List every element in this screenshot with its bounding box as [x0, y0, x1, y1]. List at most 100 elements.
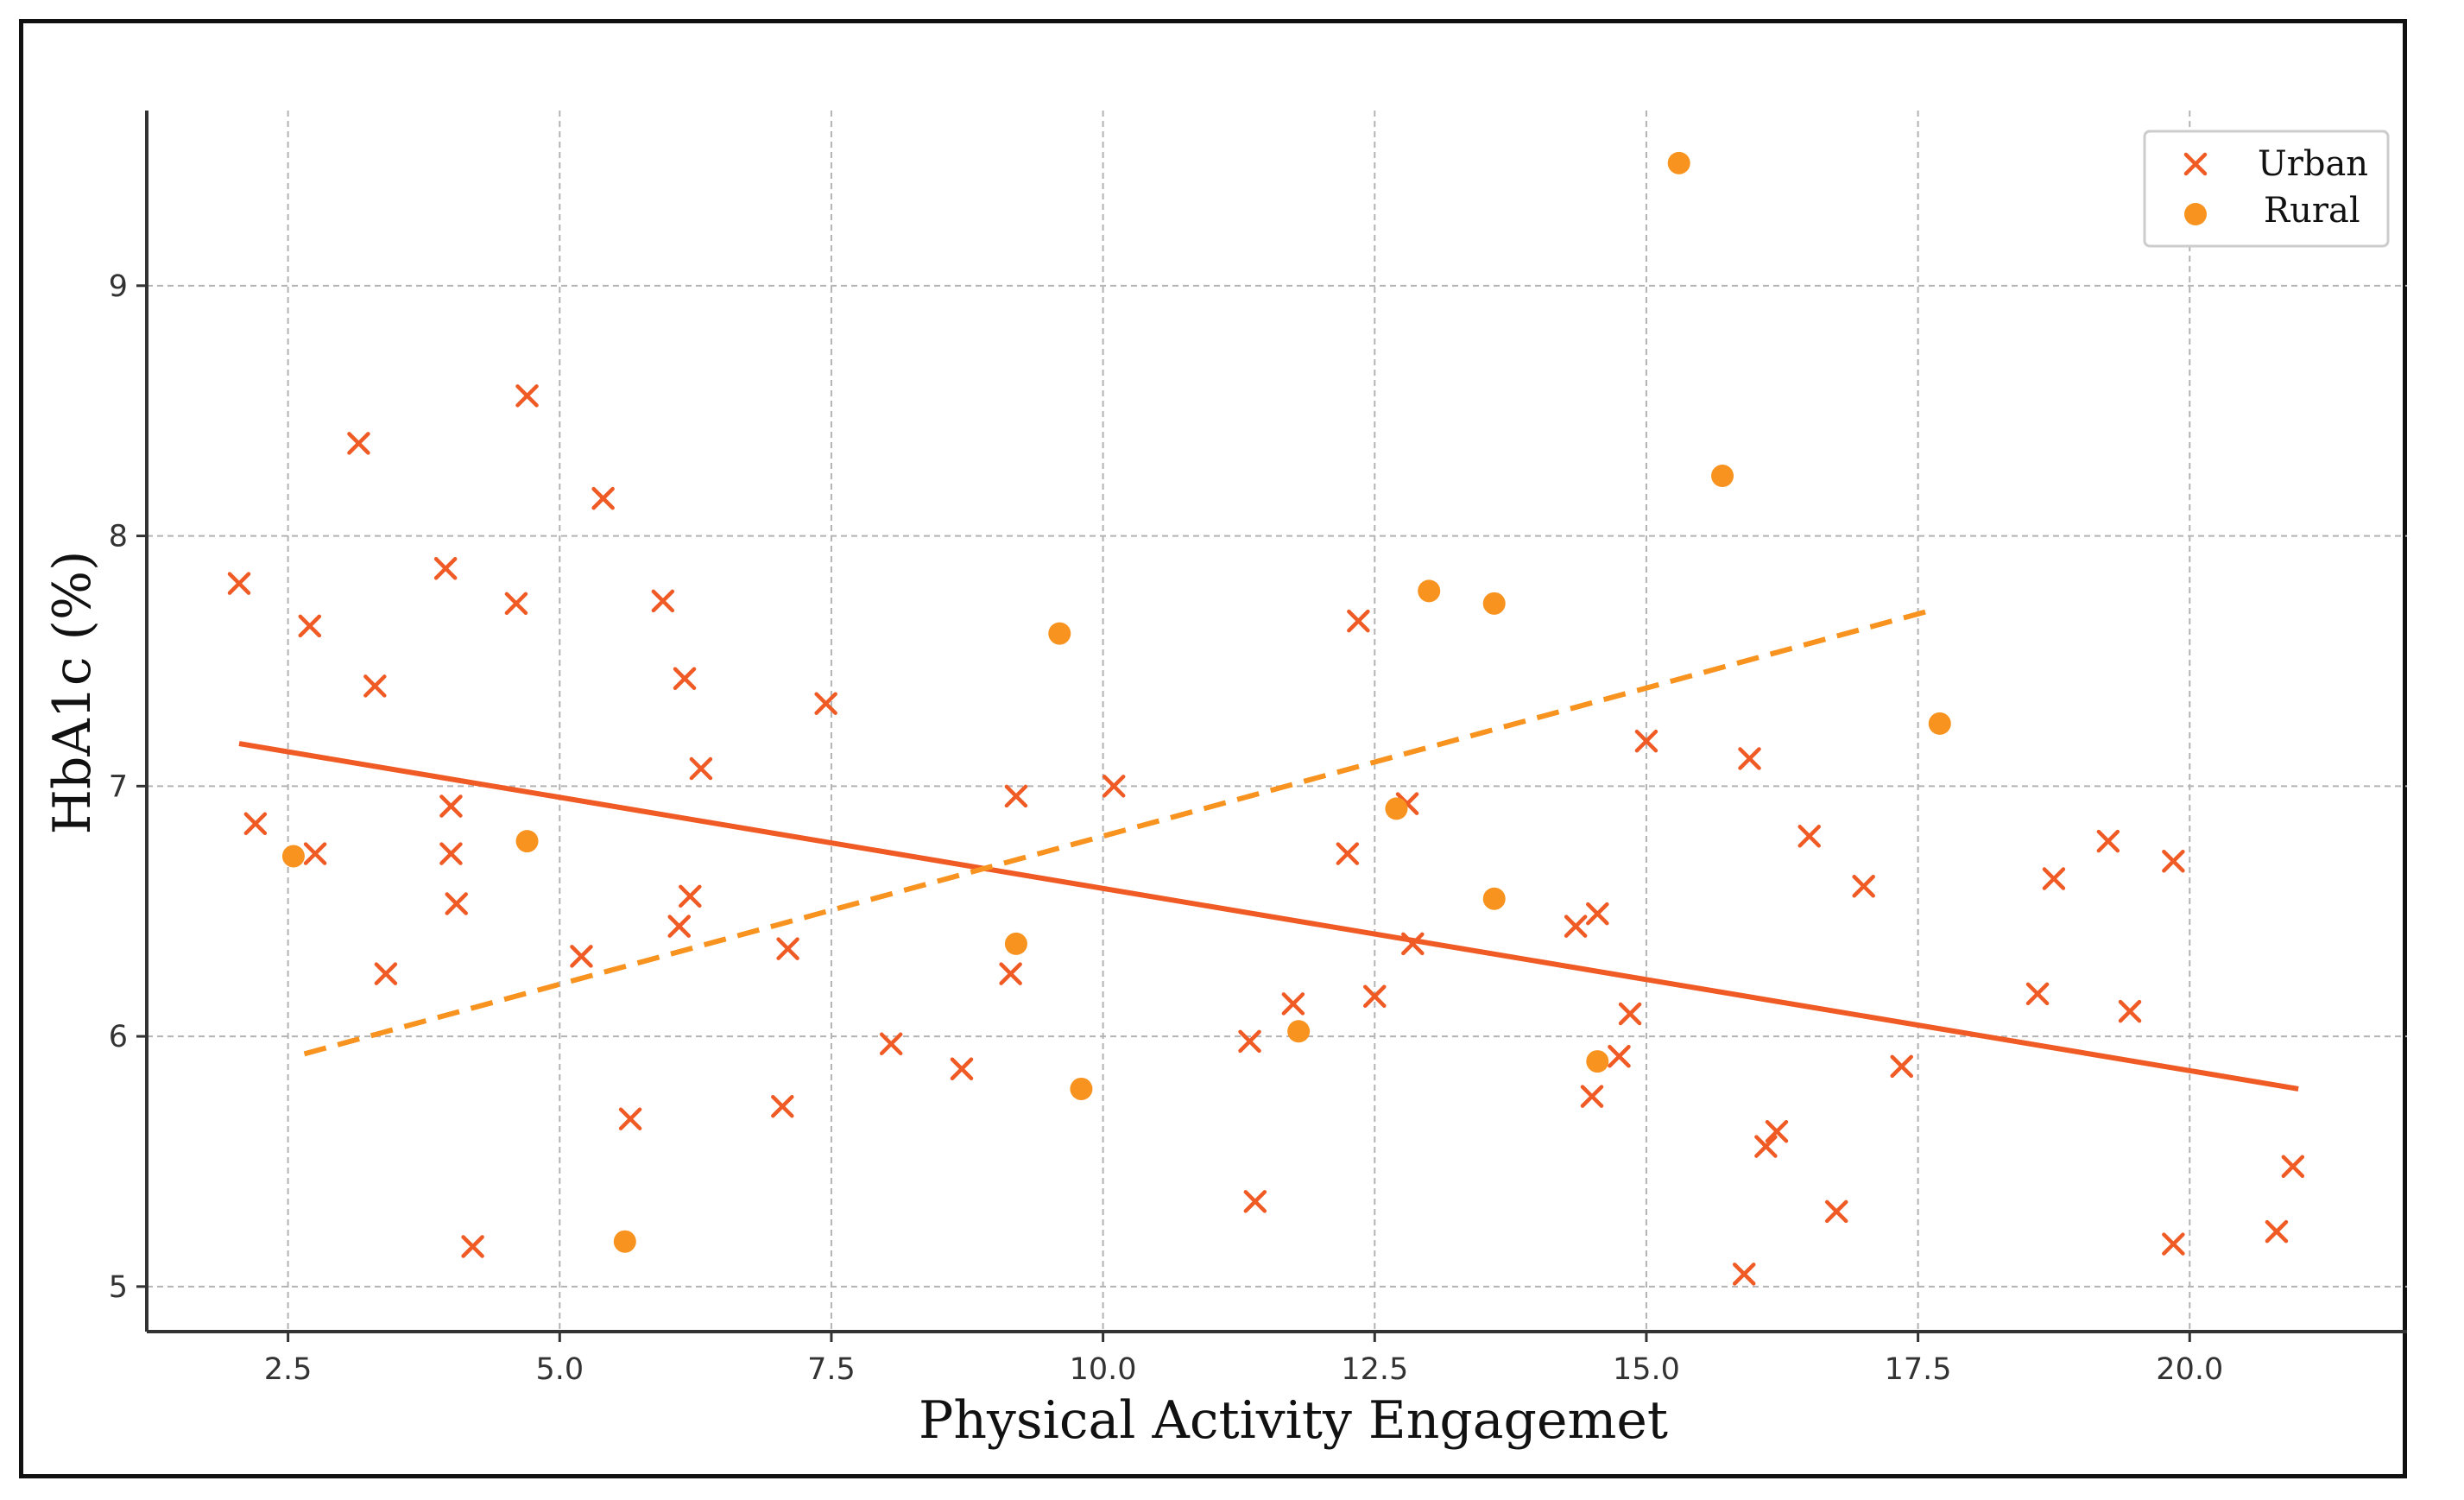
x-tick-label: 17.5 [1885, 1352, 1952, 1387]
urban-point [776, 937, 799, 960]
rural-point [1048, 622, 1071, 645]
urban-point [651, 589, 675, 613]
rural-trend-line [303, 608, 1930, 1057]
legend-rural-label: Rural [2264, 191, 2360, 231]
legend-urban-label: Urban [2258, 144, 2368, 184]
urban-point [374, 962, 398, 985]
urban-point [2096, 829, 2120, 853]
urban-point [1336, 842, 1360, 865]
x-tick-label: 20.0 [2156, 1352, 2223, 1387]
urban-point [2265, 1219, 2289, 1244]
rural-point [1418, 579, 1441, 603]
urban-point [1738, 747, 1761, 770]
x-tick-label: 15.0 [1613, 1352, 1680, 1387]
x-tick-label: 10.0 [1070, 1352, 1137, 1387]
urban-point [1401, 932, 1425, 956]
urban-point [2118, 999, 2142, 1023]
y-tick-label: 6 [109, 1020, 128, 1054]
urban-point [1890, 1054, 1913, 1079]
urban-point [303, 842, 327, 865]
urban-point [504, 592, 528, 616]
rural-point [1586, 1050, 1609, 1073]
rural-point [1287, 1020, 1311, 1043]
legend-urban-marker-icon [2183, 152, 2208, 176]
urban-point [570, 945, 593, 968]
rural-point [613, 1230, 636, 1253]
urban-point [1580, 1085, 1604, 1108]
grid-lines [147, 111, 2407, 1332]
urban-point [461, 1235, 484, 1258]
urban-point [445, 892, 468, 915]
rural-marker-glyph [2184, 203, 2207, 225]
rural-point [1385, 797, 1408, 820]
urban-point [1732, 1263, 1756, 1286]
urban-point [227, 572, 251, 595]
legend-rural-marker-icon [2184, 203, 2207, 225]
urban-point [363, 674, 387, 698]
urban-trend-line [238, 741, 2299, 1092]
rural-point [1482, 592, 1506, 615]
urban-point [1586, 902, 1609, 926]
rural-point [1070, 1077, 1093, 1100]
urban-point [439, 842, 463, 865]
urban-point [667, 915, 691, 938]
urban-point [673, 667, 697, 690]
y-tick-label: 5 [109, 1270, 128, 1305]
urban-point [1238, 1029, 1261, 1054]
y-tick-label: 9 [109, 269, 128, 304]
x-tick-label: 12.5 [1341, 1352, 1408, 1387]
urban-point [950, 1057, 974, 1081]
urban-point [591, 486, 615, 510]
rural-point [515, 830, 539, 853]
urban-point [1243, 1190, 1267, 1213]
urban-point [814, 692, 837, 715]
urban-point [1004, 784, 1028, 808]
rural-point [1667, 151, 1690, 174]
urban-point [1634, 729, 1658, 753]
urban-point [2025, 982, 2050, 1006]
urban-point [1754, 1135, 1778, 1158]
rural-point [1711, 465, 1734, 488]
rural-point [1482, 887, 1506, 910]
trend-lines [238, 608, 2299, 1092]
urban-point [243, 812, 268, 836]
urban-point [999, 962, 1022, 985]
urban-point [433, 557, 458, 580]
urban-point [2162, 1232, 2185, 1256]
x-ticks: 2.5 5.0 7.5 10.0 12.5 15.0 17.5 20.0 [264, 1332, 2223, 1387]
urban-point [2042, 867, 2066, 890]
urban-point [879, 1032, 903, 1056]
urban-point [679, 884, 702, 908]
x-axis-label: Physical Activity Engagemet [919, 1390, 1668, 1451]
y-tick-label: 8 [109, 520, 128, 554]
y-tick-label: 7 [109, 769, 128, 804]
figure-frame [19, 19, 2407, 1478]
urban-point [771, 1094, 794, 1118]
urban-point [439, 794, 463, 818]
urban-point [1608, 1045, 1631, 1068]
x-tick-label: 2.5 [264, 1352, 313, 1387]
urban-point [1564, 915, 1588, 938]
rural-point [281, 845, 305, 868]
legend: Urban Rural [2143, 130, 2390, 248]
urban-marker-glyph [2183, 152, 2208, 176]
urban-point [1363, 984, 1387, 1008]
urban-point [618, 1107, 642, 1130]
x-tick-label: 7.5 [807, 1352, 856, 1387]
rural-point [1004, 932, 1027, 955]
data-points [227, 151, 2305, 1286]
urban-point [1618, 1002, 1642, 1026]
urban-point [1797, 825, 1821, 848]
axes [145, 111, 2407, 1333]
urban-point [515, 384, 539, 408]
urban-point [2162, 850, 2185, 873]
urban-point [2281, 1155, 2305, 1179]
y-axis-label: HbA1c (%) [42, 551, 103, 835]
urban-point [689, 756, 713, 781]
urban-point [1852, 874, 1875, 898]
urban-point [1824, 1199, 1848, 1224]
urban-point [298, 614, 322, 638]
y-ticks: 5 6 7 8 9 [109, 269, 147, 1305]
urban-point [1347, 609, 1370, 633]
